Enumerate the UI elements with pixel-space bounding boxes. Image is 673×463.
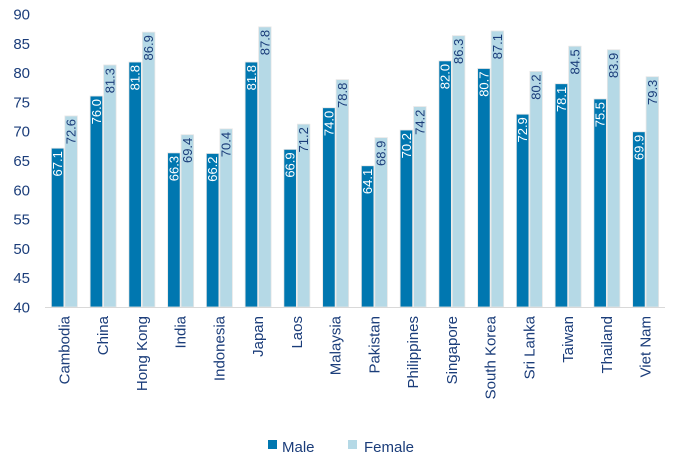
data-label-female: 79.3 [645, 80, 660, 105]
bar-male [438, 60, 452, 308]
x-tick-label: Philippines [405, 316, 422, 389]
data-label-male: 74.0 [321, 111, 336, 136]
data-label-female: 81.3 [102, 68, 117, 93]
bar-female [568, 45, 582, 308]
y-tick-label: 90 [13, 7, 30, 24]
data-label-male: 72.9 [515, 117, 530, 142]
data-label-female: 84.5 [567, 49, 582, 74]
bars: 67.1 72.6 76.0 81.3 81.8 86.9 66.369.4 66.270.4… [50, 26, 660, 308]
bar-male [322, 107, 336, 308]
data-label-female: 74.2 [412, 110, 427, 135]
bar-female [413, 106, 427, 308]
y-tick-label: 45 [13, 270, 30, 287]
bar-female [103, 64, 117, 308]
data-label-male: 70.2 [399, 133, 414, 158]
bar-female [335, 79, 350, 308]
data-label-male: 66.2 [205, 156, 220, 181]
data-label-female: 80.2 [529, 74, 544, 99]
data-label-male: 69.9 [631, 135, 646, 160]
y-tick-label: 70 [13, 124, 30, 141]
data-label-female: 69.4 [180, 138, 195, 163]
legend-label-male: Male [282, 439, 315, 456]
bar-male [128, 61, 142, 308]
y-tick-label: 80 [13, 65, 30, 82]
data-label-male: 75.5 [593, 102, 608, 127]
data-label-male: 81.8 [128, 65, 143, 90]
x-tick-label: Taiwan [560, 316, 577, 363]
bar-female [606, 49, 621, 308]
data-label-male: 66.9 [283, 152, 298, 177]
data-label-female: 68.9 [374, 141, 389, 166]
bar-male [244, 61, 259, 308]
data-label-male: 67.1 [50, 151, 65, 176]
data-label-male: 64.1 [360, 169, 375, 194]
bar-male [477, 68, 491, 308]
x-tick-label: Cambodia [56, 315, 73, 384]
x-tick-label: South Korea [483, 315, 500, 399]
bar-female [490, 30, 505, 308]
x-tick-label: Indonesia [211, 315, 228, 381]
x-tick-label: India [173, 315, 190, 348]
x-tick-label: Sri Lanka [521, 315, 538, 379]
bar-female [258, 26, 272, 308]
bar-male [89, 95, 104, 308]
x-tick-label: China [95, 315, 112, 355]
y-tick-label: 60 [13, 182, 30, 199]
y-tick-label: 65 [13, 153, 30, 170]
data-label-male: 82.0 [438, 64, 453, 89]
y-axis: 40 45 50 55 60 65 70 75 80 85 90 [13, 7, 30, 317]
data-label-female: 72.6 [64, 119, 79, 144]
data-label-female: 86.3 [451, 39, 466, 64]
x-tick-label: Pakistan [366, 316, 383, 374]
data-label-male: 76.0 [89, 99, 104, 124]
data-label-male: 80.7 [476, 71, 491, 96]
bar-female [645, 76, 660, 308]
bar-male [554, 83, 569, 308]
data-label-male: 78.1 [554, 87, 569, 112]
x-tick-label: Viet Nam [638, 316, 655, 377]
y-tick-label: 50 [13, 241, 30, 258]
x-tick-label: Hong Kong [134, 316, 151, 391]
bar-female [141, 31, 156, 308]
data-label-female: 70.4 [219, 132, 234, 157]
legend-label-female: Female [364, 439, 414, 456]
x-tick-label: Singapore [444, 316, 461, 384]
data-label-female: 87.1 [490, 34, 505, 59]
legend: Male Female [268, 439, 414, 456]
data-label-female: 78.8 [335, 83, 350, 108]
data-label-female: 71.2 [296, 127, 311, 152]
x-axis: Cambodia China Hong Kong India Indonesia Japa… [45, 307, 665, 399]
data-label-female: 83.9 [606, 53, 621, 78]
y-tick-label: 55 [13, 212, 30, 229]
legend-swatch-female [348, 440, 357, 449]
y-tick-label: 75 [13, 94, 30, 111]
y-tick-label: 85 [13, 36, 30, 53]
x-tick-label: Thailand [599, 316, 616, 374]
legend-swatch-male [268, 440, 277, 449]
data-label-female: 87.8 [257, 30, 272, 55]
x-tick-label: Laos [289, 316, 306, 349]
data-label-male: 81.8 [244, 65, 259, 90]
data-label-female: 86.9 [141, 35, 156, 60]
bar-female [451, 35, 466, 308]
bar-female [529, 71, 543, 308]
y-tick-label: 40 [13, 300, 30, 317]
x-tick-label: Japan [250, 316, 267, 357]
x-tick-label: Malaysia [328, 315, 345, 375]
bar-male [593, 98, 607, 308]
data-label-male: 66.3 [166, 156, 181, 181]
